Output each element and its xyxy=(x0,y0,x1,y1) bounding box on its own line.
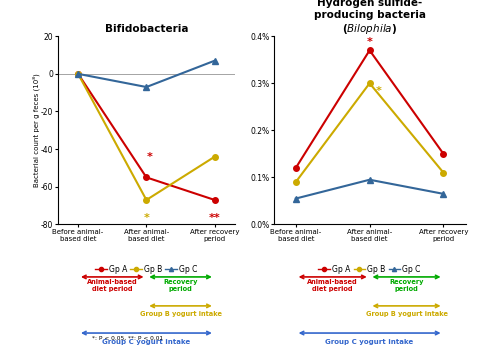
Text: Group B yogurt intake: Group B yogurt intake xyxy=(366,311,447,317)
Text: Group C yogurt intake: Group C yogurt intake xyxy=(102,339,191,345)
Y-axis label: Bacterial count per g feces (10⁸): Bacterial count per g feces (10⁸) xyxy=(32,73,39,187)
Text: *: * xyxy=(367,37,372,47)
Text: *: * xyxy=(375,86,382,96)
Text: Recovery
period: Recovery period xyxy=(389,279,424,292)
Text: **: ** xyxy=(209,212,221,223)
Text: *: * xyxy=(147,152,153,162)
Text: *: * xyxy=(144,212,149,223)
Text: Group B yogurt intake: Group B yogurt intake xyxy=(140,311,222,317)
Title: Hydrogen sulfide-
producing bacteria
($\it{Bilophila}$): Hydrogen sulfide- producing bacteria ($\… xyxy=(313,0,426,36)
Legend: Gp A, Gp B, Gp C: Gp A, Gp B, Gp C xyxy=(92,262,201,277)
Text: Recovery
period: Recovery period xyxy=(163,279,198,292)
Text: Animal-based
diet period: Animal-based diet period xyxy=(307,279,358,292)
Legend: Gp A, Gp B, Gp C: Gp A, Gp B, Gp C xyxy=(315,262,424,277)
Text: Group C yogurt intake: Group C yogurt intake xyxy=(325,339,414,345)
Title: Bifidobacteria: Bifidobacteria xyxy=(105,24,188,34)
Text: *: P < 0.05, **: P < 0.01: *: P < 0.05, **: P < 0.01 xyxy=(92,336,163,341)
Text: Animal-based
diet period: Animal-based diet period xyxy=(87,279,138,292)
